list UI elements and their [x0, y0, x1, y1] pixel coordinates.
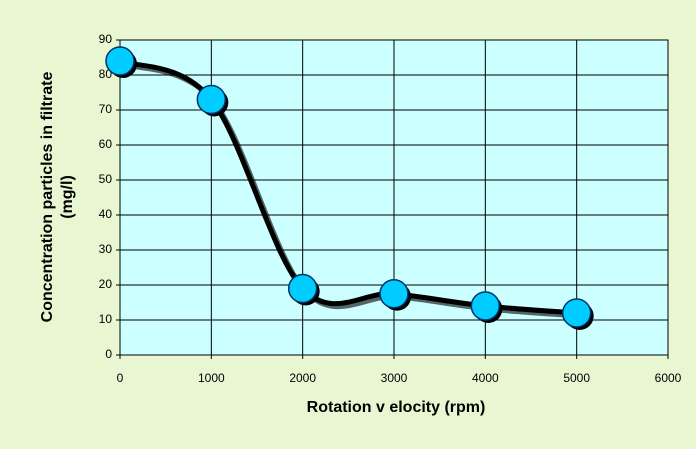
y-tick-label: 0 — [105, 347, 112, 361]
y-tick-label: 90 — [99, 32, 113, 46]
y-tick-label: 10 — [99, 312, 113, 326]
marker — [561, 298, 592, 328]
y-axis-title: Concentration particles in filtrate — [39, 72, 56, 323]
y-tick-label: 70 — [99, 102, 113, 116]
x-tick-label: 4000 — [472, 371, 499, 385]
x-tick-label: 1000 — [198, 371, 225, 385]
y-tick-label: 30 — [99, 242, 113, 256]
y-tick-label: 20 — [99, 277, 113, 291]
y-tick-label: 60 — [99, 137, 113, 151]
marker — [287, 273, 318, 304]
x-tick-label: 0 — [117, 371, 124, 385]
marker — [196, 84, 227, 115]
x-tick-label: 5000 — [563, 371, 590, 385]
x-tick-label: 2000 — [289, 371, 316, 385]
y-tick-label: 50 — [99, 172, 113, 186]
y-axis-title: (mg/l) — [59, 175, 76, 219]
y-tick-label: 40 — [99, 207, 113, 221]
marker — [379, 279, 409, 309]
x-axis-title: Rotation v elocity (rpm) — [307, 399, 486, 416]
marker — [105, 46, 135, 76]
marker — [470, 291, 501, 321]
x-tick-label: 6000 — [655, 371, 682, 385]
x-tick-label: 3000 — [381, 371, 408, 385]
